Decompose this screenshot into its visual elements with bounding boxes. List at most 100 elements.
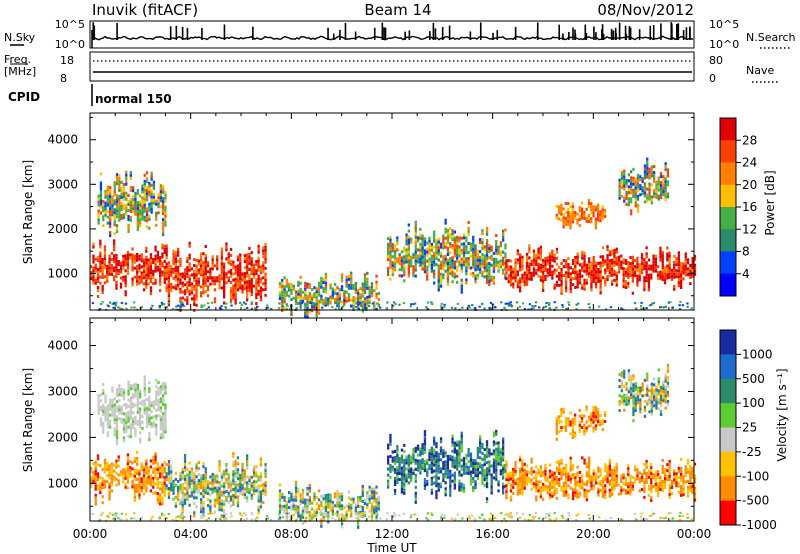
range-cell bbox=[118, 417, 121, 421]
range-cell bbox=[391, 261, 394, 265]
range-cell bbox=[561, 306, 565, 309]
range-cell bbox=[139, 215, 142, 219]
range-cell bbox=[264, 287, 267, 291]
range-cell bbox=[604, 268, 607, 272]
range-cell bbox=[396, 236, 399, 240]
range-cell bbox=[103, 467, 107, 471]
range-cell bbox=[136, 222, 139, 225]
range-cell bbox=[551, 249, 554, 253]
range-cell bbox=[389, 256, 392, 260]
range-cell bbox=[108, 491, 111, 495]
range-cell bbox=[387, 252, 390, 256]
range-cell bbox=[479, 444, 482, 448]
range-cell bbox=[129, 466, 132, 470]
range-cell bbox=[243, 254, 246, 258]
range-cell bbox=[111, 389, 114, 393]
range-cell bbox=[250, 496, 253, 500]
range-cell bbox=[285, 509, 288, 513]
range-cell bbox=[162, 185, 165, 189]
range-cell bbox=[433, 233, 436, 237]
range-cell bbox=[106, 416, 109, 420]
range-cell bbox=[204, 269, 207, 272]
range-cell bbox=[453, 444, 456, 448]
range-cell bbox=[398, 478, 401, 481]
range-cell bbox=[361, 291, 364, 295]
range-cell bbox=[140, 489, 143, 493]
range-cell bbox=[255, 281, 258, 285]
range-cell bbox=[220, 265, 223, 269]
range-cell bbox=[145, 189, 149, 193]
range-cell bbox=[659, 187, 663, 191]
range-cell bbox=[453, 465, 456, 469]
range-cell bbox=[601, 217, 604, 221]
range-cell bbox=[132, 384, 135, 388]
range-cell bbox=[410, 237, 413, 241]
range-cell bbox=[387, 243, 390, 247]
range-cell bbox=[216, 498, 219, 502]
range-cell bbox=[308, 283, 311, 286]
range-cell bbox=[403, 270, 406, 274]
range-cell bbox=[414, 262, 417, 266]
range-cell bbox=[405, 239, 408, 243]
range-cell bbox=[132, 204, 135, 208]
range-cell bbox=[114, 303, 117, 306]
range-cell bbox=[154, 245, 157, 249]
range-cell bbox=[324, 494, 328, 497]
range-cell bbox=[117, 455, 120, 459]
range-cell bbox=[532, 306, 535, 309]
range-cell bbox=[426, 268, 429, 272]
range-cell bbox=[147, 466, 150, 470]
range-cell bbox=[525, 252, 529, 256]
range-cell bbox=[334, 288, 337, 292]
range-cell bbox=[145, 279, 148, 283]
cpid-panel: CPID normal 150 bbox=[8, 84, 172, 106]
range-cell bbox=[413, 302, 417, 305]
range-cell bbox=[99, 196, 103, 200]
range-cell bbox=[569, 211, 572, 215]
range-cell bbox=[132, 186, 135, 190]
range-cell bbox=[99, 485, 102, 489]
range-cell bbox=[102, 382, 105, 386]
range-cell bbox=[345, 290, 348, 294]
range-cell bbox=[236, 474, 240, 478]
range-cell bbox=[108, 476, 111, 480]
range-cell bbox=[170, 282, 173, 286]
range-cell bbox=[629, 271, 632, 275]
range-cell bbox=[439, 254, 443, 258]
range-cell bbox=[119, 261, 123, 265]
range-cell bbox=[103, 281, 107, 285]
range-cell bbox=[490, 278, 493, 282]
range-cell bbox=[509, 259, 513, 263]
range-cell bbox=[331, 293, 334, 297]
range-cell bbox=[125, 427, 128, 431]
range-cell bbox=[462, 245, 466, 249]
range-cell bbox=[426, 301, 429, 304]
range-cell bbox=[393, 492, 397, 495]
range-cell bbox=[435, 245, 438, 249]
range-cell bbox=[495, 240, 498, 243]
range-cell bbox=[324, 284, 328, 288]
range-cell bbox=[99, 242, 102, 246]
range-cell bbox=[530, 271, 533, 275]
range-cell bbox=[419, 450, 422, 454]
range-cell bbox=[142, 483, 146, 487]
range-cell bbox=[190, 288, 194, 292]
range-cell bbox=[453, 245, 456, 249]
range-cell bbox=[437, 467, 440, 471]
range-cell bbox=[262, 270, 265, 274]
range-cell bbox=[430, 464, 433, 468]
range-cell bbox=[216, 267, 219, 271]
range-cell bbox=[259, 478, 263, 482]
range-cell bbox=[299, 496, 302, 500]
range-cell bbox=[134, 391, 137, 395]
range-cell bbox=[627, 188, 630, 192]
range-cell bbox=[553, 283, 556, 287]
range-cell bbox=[138, 281, 141, 285]
range-cell bbox=[370, 493, 374, 497]
range-cell bbox=[164, 421, 167, 425]
range-cell bbox=[174, 278, 177, 282]
range-cell bbox=[159, 274, 162, 278]
range-cell bbox=[301, 506, 305, 510]
range-cell bbox=[451, 440, 454, 444]
